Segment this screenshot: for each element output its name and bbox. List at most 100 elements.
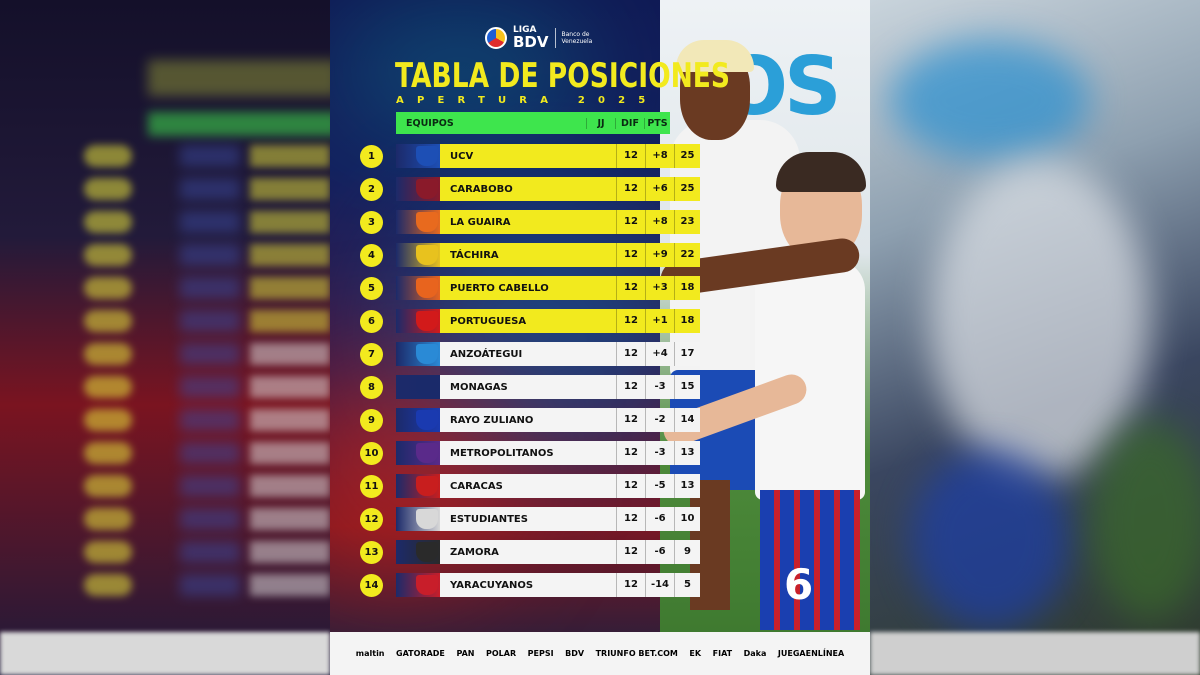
blurred-logo xyxy=(180,541,240,563)
goal-difference: +6 xyxy=(645,177,674,201)
blurred-grass xyxy=(1090,420,1200,620)
team-name: UCV xyxy=(450,150,474,162)
points: 18 xyxy=(674,276,700,300)
shield-icon xyxy=(416,377,438,397)
blurred-logo xyxy=(180,310,240,332)
points: 14 xyxy=(674,408,700,432)
goal-difference: -5 xyxy=(645,474,674,498)
games-played: 12 xyxy=(616,276,645,300)
team-name: LA GUAIRA xyxy=(450,216,511,228)
team-name: ANZOÁTEGUI xyxy=(450,348,523,360)
team-name: YARACUYANOS xyxy=(450,579,534,591)
team-name: ESTUDIANTES xyxy=(450,513,528,525)
blurred-badge xyxy=(84,145,132,167)
blurred-badge xyxy=(84,178,132,200)
blurred-cell xyxy=(250,211,330,233)
team-name: CARACAS xyxy=(450,480,503,492)
sponsor-logo: Daka xyxy=(743,649,767,658)
table-header: EQUIPOS JJ DIF PTS xyxy=(396,112,670,134)
games-played: 12 xyxy=(616,408,645,432)
games-played: 12 xyxy=(616,309,645,333)
blurred-cell xyxy=(250,376,330,398)
blurred-player xyxy=(930,160,1150,480)
position-badge: 4 xyxy=(360,243,383,267)
team-crest-icon xyxy=(396,177,440,201)
blurred-shorts xyxy=(910,450,1070,630)
goal-difference: +9 xyxy=(645,243,674,267)
row-bar: RAYO ZULIANO 12 -2 14 xyxy=(440,408,700,432)
table-row: 4 TÁCHIRA 12 +9 22 xyxy=(360,243,700,267)
team-name: CARABOBO xyxy=(450,183,513,195)
header-jj: JJ xyxy=(586,117,615,129)
table-row: 5 PUERTO CABELLO 12 +3 18 xyxy=(360,276,700,300)
row-bar: TÁCHIRA 12 +9 22 xyxy=(440,243,700,267)
blurred-logo xyxy=(180,508,240,530)
points: 15 xyxy=(674,375,700,399)
blurred-title xyxy=(148,60,330,96)
team-name: MONAGAS xyxy=(450,381,508,393)
shield-icon xyxy=(416,146,438,166)
sponsor-logo: maltin xyxy=(355,649,385,658)
points: 23 xyxy=(674,210,700,234)
points: 25 xyxy=(674,177,700,201)
blurred-logo xyxy=(180,376,240,398)
blurred-cell xyxy=(250,343,330,365)
table-row: 9 RAYO ZULIANO 12 -2 14 xyxy=(360,408,700,432)
position-badge: 13 xyxy=(360,540,383,564)
shield-icon xyxy=(416,476,438,496)
player-one-hair xyxy=(676,40,754,72)
position-badge: 8 xyxy=(360,375,383,399)
shield-icon xyxy=(416,443,438,463)
games-played: 12 xyxy=(616,540,645,564)
row-bar: ESTUDIANTES 12 -6 10 xyxy=(440,507,700,531)
shield-icon xyxy=(416,179,438,199)
page-title: TABLA DE POSICIONES xyxy=(395,56,731,96)
team-name: TÁCHIRA xyxy=(450,249,499,261)
goal-difference: -2 xyxy=(645,408,674,432)
sponsor-logo: TRIUNFO BET.COM xyxy=(595,649,678,658)
table-row: 12 ESTUDIANTES 12 -6 10 xyxy=(360,507,700,531)
blurred-left-background xyxy=(0,0,330,675)
row-bar: PORTUGUESA 12 +1 18 xyxy=(440,309,700,333)
blurred-badge xyxy=(84,211,132,233)
sponsor-logo: EK xyxy=(689,649,702,658)
blurred-logo xyxy=(180,409,240,431)
sponsor-logo: BDV xyxy=(565,649,585,658)
sponsor-logo: PEPSI xyxy=(527,649,554,658)
shield-icon xyxy=(416,542,438,562)
shield-icon xyxy=(416,575,438,595)
row-bar: CARACAS 12 -5 13 xyxy=(440,474,700,498)
blurred-badge xyxy=(84,277,132,299)
table-row: 6 PORTUGUESA 12 +1 18 xyxy=(360,309,700,333)
blurred-logo xyxy=(180,475,240,497)
header-teams: EQUIPOS xyxy=(406,117,454,129)
blurred-cell xyxy=(250,409,330,431)
blurred-logo xyxy=(180,244,240,266)
shield-icon xyxy=(416,245,438,265)
blurred-cell xyxy=(250,310,330,332)
table-row: 7 ANZOÁTEGUI 12 +4 17 xyxy=(360,342,700,366)
team-crest-icon xyxy=(396,375,440,399)
goal-difference: +8 xyxy=(645,210,674,234)
blurred-badge xyxy=(84,310,132,332)
points: 9 xyxy=(674,540,700,564)
games-played: 12 xyxy=(616,375,645,399)
player-two-shorts xyxy=(760,490,860,630)
header-pts: PTS xyxy=(644,117,670,129)
table-row: 13 ZAMORA 12 -6 9 xyxy=(360,540,700,564)
position-badge: 10 xyxy=(360,441,383,465)
player-two-hair xyxy=(776,152,866,192)
team-name: RAYO ZULIANO xyxy=(450,414,534,426)
shield-icon xyxy=(416,344,438,364)
team-name: METROPOLITANOS xyxy=(450,447,554,459)
games-played: 12 xyxy=(616,144,645,168)
logo-text: LIGA BDV xyxy=(513,26,549,50)
team-crest-icon xyxy=(396,309,440,333)
games-played: 12 xyxy=(616,177,645,201)
blurred-badge xyxy=(84,244,132,266)
position-badge: 3 xyxy=(360,210,383,234)
sponsor-logo: FIAT xyxy=(712,649,733,658)
goal-difference: -3 xyxy=(645,441,674,465)
goal-difference: +8 xyxy=(645,144,674,168)
shield-icon xyxy=(416,311,438,331)
